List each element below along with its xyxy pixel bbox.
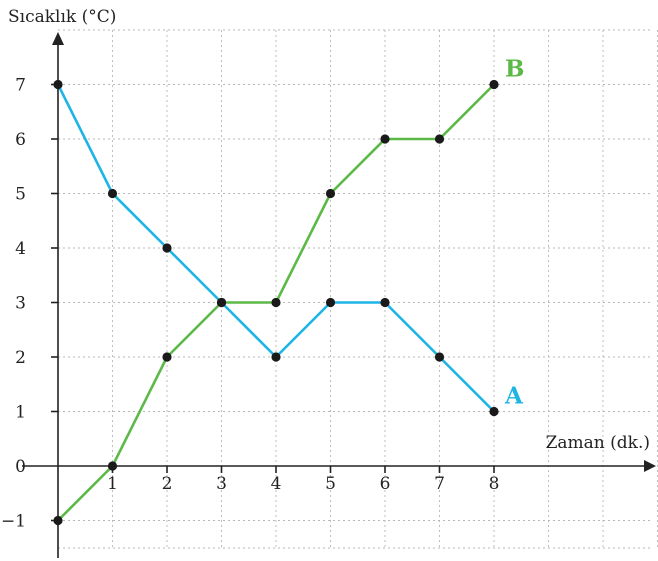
x-tick-label: 6 <box>380 474 391 494</box>
data-point-b <box>271 297 281 308</box>
data-point-b <box>380 134 390 144</box>
data-point-a <box>271 352 281 362</box>
data-point-a <box>434 352 445 362</box>
data-point-a <box>325 297 336 308</box>
data-point-b <box>216 297 227 308</box>
series-label-b: B <box>505 56 524 83</box>
x-tick-label: 8 <box>489 474 500 494</box>
x-tick-label: 2 <box>162 474 173 494</box>
data-point-b <box>53 515 63 526</box>
x-tick-label: 7 <box>434 474 445 494</box>
data-point-b <box>325 188 336 199</box>
y-tick-label: 3 <box>15 294 26 314</box>
ticks: 1 2 3 4 5 6 7 8 −1 0 1 2 3 4 5 6 7 <box>1 76 499 532</box>
x-tick-label: 1 <box>107 474 118 494</box>
y-axis-arrow-icon <box>52 32 64 45</box>
x-axis-arrow-icon <box>644 460 656 472</box>
data-point-a <box>107 188 118 199</box>
x-tick-label: 3 <box>216 474 227 494</box>
grid <box>58 29 658 549</box>
data-point-a <box>380 297 390 308</box>
axes <box>22 32 656 558</box>
data-point-a <box>53 79 63 90</box>
y-tick-label: 1 <box>15 403 26 423</box>
x-tick-label: 5 <box>325 474 336 494</box>
y-tick-label: 5 <box>15 185 26 205</box>
series-label-a: A <box>504 383 524 410</box>
data-point-b <box>489 79 499 90</box>
y-tick-label: 0 <box>15 457 26 477</box>
y-tick-label: 4 <box>15 239 26 259</box>
data-point-b <box>434 134 445 144</box>
data-point-b <box>107 461 118 471</box>
y-axis-title: Sıcaklık (°C) <box>8 7 116 27</box>
series-layer: AB <box>53 56 524 526</box>
x-axis-title: Zaman (dk.) <box>546 433 650 453</box>
y-tick-label: 6 <box>15 130 26 150</box>
x-tick-label: 4 <box>271 474 282 494</box>
data-point-a <box>489 406 499 417</box>
data-point-a <box>162 243 172 253</box>
y-tick-label: 7 <box>15 76 26 96</box>
y-tick-label: −1 <box>1 512 26 532</box>
y-tick-label: 2 <box>15 348 26 368</box>
data-point-b <box>162 352 172 362</box>
